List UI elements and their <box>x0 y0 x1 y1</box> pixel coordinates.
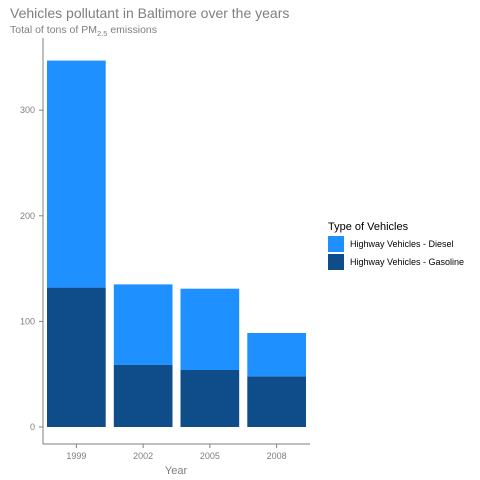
y-tick-label: 200 <box>20 211 35 221</box>
subtitle-suffix: emissions <box>107 24 157 36</box>
x-ticks-group: 1999 2002 2005 2008 <box>66 444 287 461</box>
y-ticks-group: 0 100 200 300 <box>20 105 43 432</box>
legend-label: Highway Vehicles - Diesel <box>350 239 454 249</box>
x-tick-label: 1999 <box>66 451 86 461</box>
x-axis-title: Year <box>165 465 188 477</box>
x-tick-label: 2008 <box>267 451 287 461</box>
y-tick-label: 300 <box>20 105 35 115</box>
bar-2005-series-0 <box>180 370 240 427</box>
y-tick-label: 0 <box>30 422 35 432</box>
bar-1999-series-0 <box>47 287 106 427</box>
y-tick-label: 100 <box>20 316 35 326</box>
bar-2002-series-0 <box>113 364 173 427</box>
legend: Type of Vehicles Highway Vehicles - Dies… <box>328 221 464 270</box>
x-tick-label: 2005 <box>200 451 220 461</box>
bar-1999-series-1 <box>47 60 106 288</box>
x-tick-label: 2002 <box>133 451 153 461</box>
subtitle-subscript: 2.5 <box>97 29 107 38</box>
legend-swatch <box>328 254 344 270</box>
chart-title: Vehicles pollutant in Baltimore over the… <box>10 5 289 21</box>
bar-2002-series-1 <box>113 284 173 365</box>
bar-2008-series-0 <box>247 376 306 427</box>
legend-label: Highway Vehicles - Gasoline <box>350 257 464 267</box>
legend-title: Type of Vehicles <box>328 221 409 233</box>
bars-group <box>47 60 306 427</box>
chart-subtitle: Total of tons of PM2.5 emissions <box>10 24 157 38</box>
bar-2008-series-1 <box>247 333 306 377</box>
subtitle-prefix: Total of tons of PM <box>10 24 97 36</box>
bar-2005-series-1 <box>180 288 240 370</box>
legend-swatch <box>328 236 344 252</box>
